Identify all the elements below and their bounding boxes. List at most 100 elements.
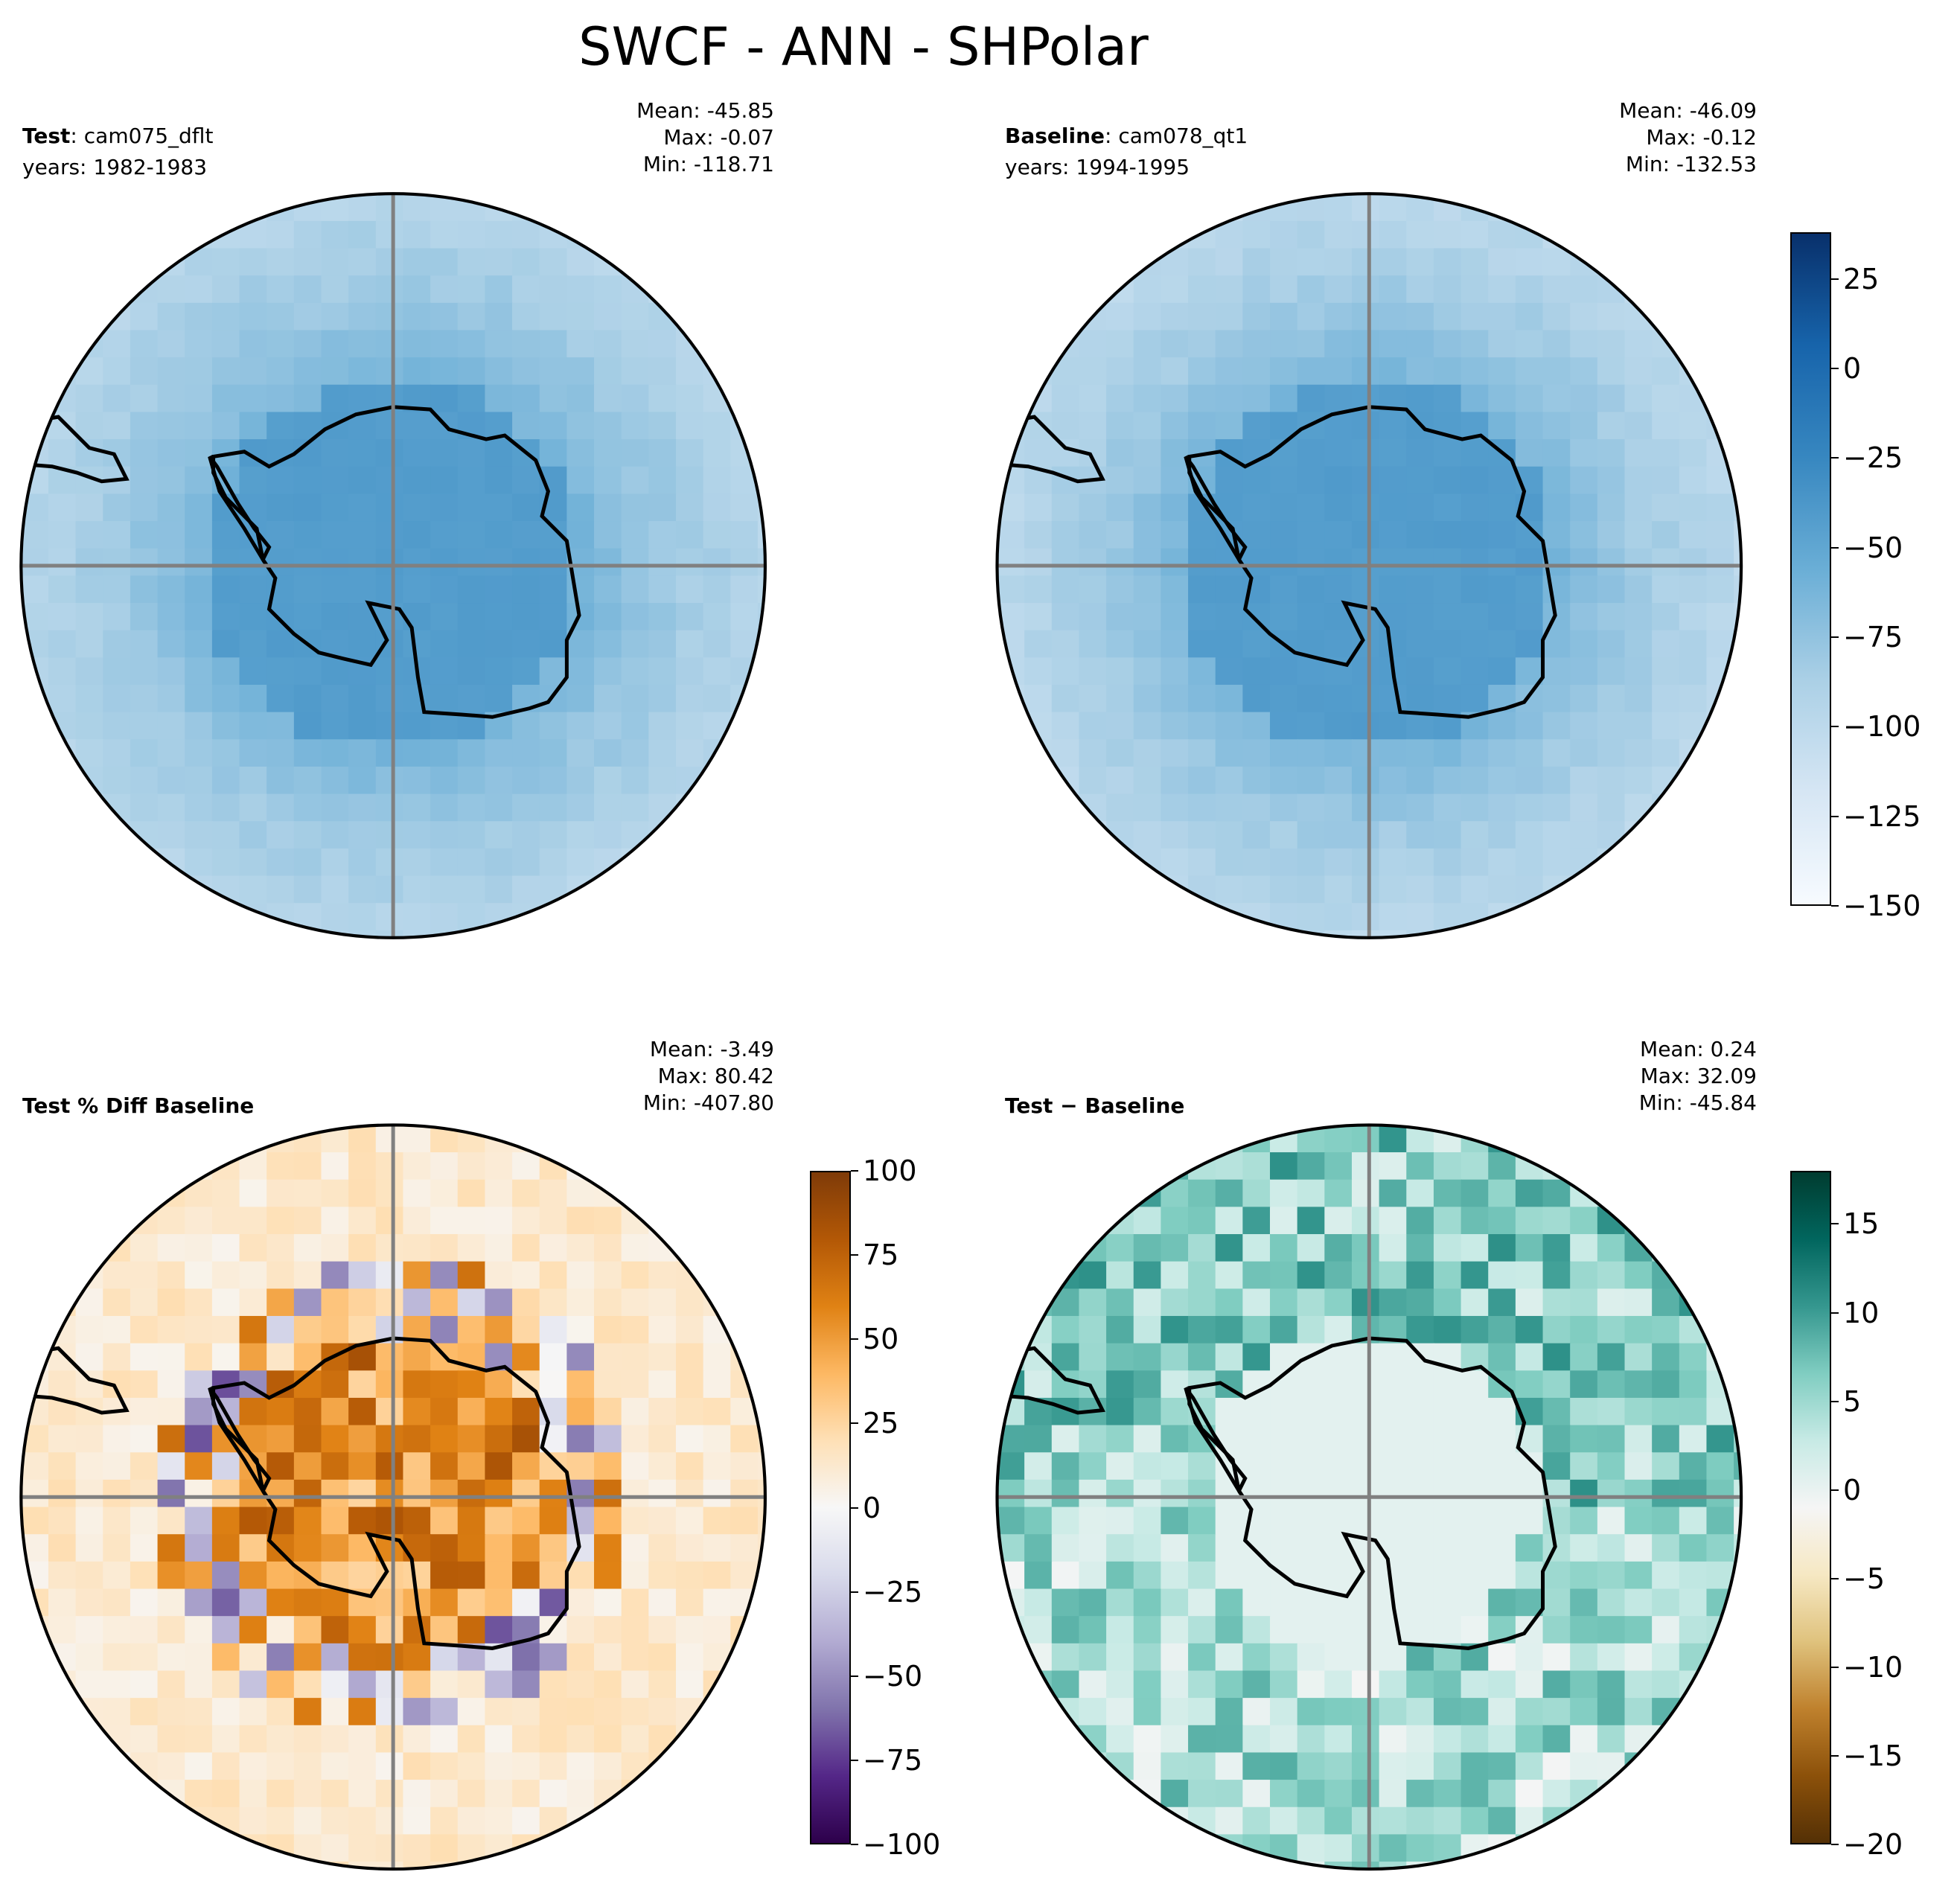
- colorbar-tick: [851, 1507, 858, 1509]
- colorbar-tick-label: −15: [1843, 1739, 1903, 1772]
- colorbar-tick: [851, 1422, 858, 1425]
- colorbar-tick-label: 10: [1843, 1296, 1880, 1329]
- colorbar-tick: [1831, 1223, 1839, 1225]
- pctdiff-panel-label: Test % Diff Baseline: [22, 1093, 255, 1118]
- diff-min: Min: -45.84: [1638, 1090, 1757, 1115]
- colorbar-tick-label: −100: [1843, 710, 1921, 744]
- baseline-panel-label: Baseline: cam078_qt1: [1005, 124, 1248, 148]
- baseline-mean: Mean: -46.09: [1619, 98, 1757, 123]
- pctdiff-map: [19, 1123, 767, 1871]
- colorbar-tick: [1831, 546, 1839, 549]
- colorbar-tick-label: 5: [1843, 1384, 1862, 1418]
- colorbar-tick: [1831, 905, 1839, 907]
- colorbar-tick: [851, 1844, 858, 1845]
- diff-stats: Mean: 0.24 Max: 32.09 Min: -45.84: [1459, 1036, 1757, 1116]
- test-panel-label: Test: cam075_dflt: [22, 124, 214, 148]
- south-america-coastline: [997, 415, 1105, 484]
- colorbar-tick: [851, 1254, 858, 1256]
- colorbar-tick-label: −25: [863, 1575, 923, 1609]
- pctdiff-stats: Mean: -3.49 Max: 80.42 Min: -407.80: [476, 1036, 774, 1116]
- colorbar-pctdiff-ticks: 100 75 50 25 0 −25 −50 −75 −100: [851, 1156, 970, 1859]
- colorbar-tick-label: 25: [1843, 262, 1880, 295]
- south-america-coastline: [21, 1346, 130, 1415]
- colorbar-tick: [1831, 457, 1839, 459]
- colorbar-tick-label: −5: [1843, 1562, 1886, 1595]
- colorbar-tick-label: −75: [863, 1743, 923, 1777]
- colorbar-tick: [851, 1338, 858, 1341]
- baseline-map: [995, 192, 1743, 939]
- colorbar-tick-label: −50: [863, 1659, 923, 1693]
- map-boundary: [19, 192, 767, 939]
- colorbar-diff: [1790, 1171, 1831, 1844]
- map-boundary: [19, 1123, 767, 1871]
- colorbar-tick: [851, 1591, 858, 1593]
- colorbar-swcf: [1790, 232, 1831, 906]
- figure-title: SWCF - ANN - SHPolar: [578, 16, 1149, 77]
- diff-map: [995, 1123, 1743, 1871]
- test-map: [19, 192, 767, 939]
- pctdiff-min: Min: -407.80: [642, 1090, 774, 1115]
- antarctica-coastline: [1187, 405, 1557, 719]
- baseline-cells: [997, 194, 1742, 938]
- colorbar-tick-label: 100: [863, 1154, 917, 1187]
- colorbar-tick-label: 15: [1843, 1207, 1880, 1241]
- south-america-coastline: [997, 1346, 1105, 1415]
- test-min: Min: -118.71: [642, 152, 774, 176]
- diff-max: Max: 32.09: [1640, 1064, 1757, 1088]
- colorbar-tick-label: −20: [1843, 1828, 1903, 1861]
- colorbar-tick: [1831, 278, 1839, 280]
- colorbar-tick-label: 25: [863, 1407, 899, 1440]
- colorbar-tick: [1831, 1577, 1839, 1579]
- peninsula-coastline: [208, 1387, 272, 1495]
- colorbar-swcf-ticks: 25 0 −25 −50 −75 −100 −125 −150: [1831, 232, 1950, 921]
- map-boundary: [995, 192, 1743, 939]
- pctdiff-cells: [21, 1125, 765, 1870]
- colorbar-pctdiff: [810, 1171, 851, 1844]
- colorbar-tick-label: −75: [1843, 620, 1903, 654]
- colorbar-tick-label: 75: [863, 1239, 899, 1272]
- colorbar-tick: [1831, 1754, 1839, 1757]
- test-cells: [21, 194, 765, 938]
- colorbar-tick: [1831, 636, 1839, 638]
- colorbar-tick-label: 0: [1843, 351, 1862, 385]
- diff-panel-label: Test − Baseline: [1005, 1093, 1185, 1118]
- colorbar-tick: [1831, 726, 1839, 728]
- baseline-stats: Mean: -46.09 Max: -0.12 Min: -132.53: [1459, 98, 1757, 178]
- colorbar-tick: [851, 1759, 858, 1761]
- colorbar-tick: [1831, 1312, 1839, 1314]
- colorbar-tick-label: −100: [863, 1828, 941, 1861]
- colorbar-tick: [851, 1170, 858, 1172]
- test-years: years: 1982-1983: [22, 155, 208, 179]
- test-max: Max: -0.07: [663, 125, 774, 150]
- antarctica-coastline: [211, 1336, 581, 1650]
- colorbar-tick-label: 0: [1843, 1473, 1862, 1507]
- colorbar-tick: [1831, 367, 1839, 369]
- colorbar-tick-label: 0: [863, 1491, 881, 1524]
- colorbar-tick-label: −50: [1843, 531, 1903, 564]
- colorbar-tick-label: −150: [1843, 889, 1921, 922]
- colorbar-tick-label: 50: [863, 1323, 899, 1356]
- diff-cells: [997, 1125, 1742, 1870]
- colorbar-tick: [1831, 815, 1839, 817]
- colorbar-tick: [1831, 1489, 1839, 1491]
- pctdiff-mean: Mean: -3.49: [649, 1037, 774, 1061]
- baseline-min: Min: -132.53: [1625, 152, 1757, 176]
- peninsula-coastline: [1184, 1387, 1248, 1495]
- antarctica-coastline: [211, 405, 581, 719]
- colorbar-tick: [1831, 1400, 1839, 1402]
- colorbar-tick: [1831, 1844, 1839, 1845]
- colorbar-tick: [1831, 1666, 1839, 1668]
- test-mean: Mean: -45.85: [636, 98, 774, 123]
- peninsula-coastline: [1184, 455, 1248, 563]
- baseline-max: Max: -0.12: [1646, 125, 1757, 150]
- colorbar-tick-label: −25: [1843, 441, 1903, 475]
- colorbar-diff-ticks: 15 10 5 0 −5 −10 −15 −20: [1831, 1171, 1950, 1859]
- pctdiff-max: Max: 80.42: [657, 1064, 774, 1088]
- diff-mean: Mean: 0.24: [1640, 1037, 1757, 1061]
- antarctica-coastline: [1187, 1336, 1557, 1650]
- baseline-years: years: 1994-1995: [1005, 155, 1190, 179]
- colorbar-tick-label: −10: [1843, 1650, 1903, 1684]
- south-america-coastline: [21, 415, 130, 484]
- colorbar-tick: [851, 1675, 858, 1677]
